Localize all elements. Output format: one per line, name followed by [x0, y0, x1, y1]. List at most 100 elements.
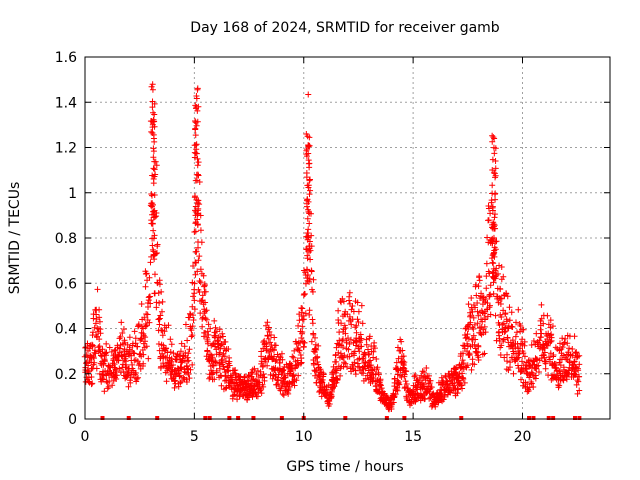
data-point: [356, 364, 363, 371]
data-point: [501, 354, 508, 361]
y-tick-label: 1.2: [55, 141, 77, 157]
data-point: [190, 293, 197, 300]
data-point: [143, 310, 150, 317]
data-point: [308, 338, 315, 345]
data-point: [272, 358, 279, 365]
data-point: [348, 321, 355, 328]
data-point: [101, 388, 108, 395]
data-point: [88, 365, 95, 372]
data-point: [320, 371, 327, 378]
data-point: [204, 336, 211, 343]
data-point: [194, 107, 201, 114]
y-tick-label: 1.6: [55, 50, 77, 66]
data-point: [192, 132, 199, 139]
data-point: [150, 227, 157, 234]
data-point: [470, 314, 477, 321]
data-point: [205, 331, 212, 338]
data-point: [196, 201, 203, 208]
data-point: [564, 340, 571, 347]
data-point: [575, 367, 582, 374]
data-point: [538, 301, 545, 308]
data-point: [158, 363, 165, 370]
data-point: [310, 330, 317, 337]
data-point: [401, 359, 408, 366]
data-point: [515, 306, 522, 313]
data-point: [117, 333, 124, 340]
zero-point-marker: [527, 416, 532, 420]
data-point: [491, 211, 498, 218]
data-point: [168, 341, 175, 348]
data-point: [343, 339, 350, 346]
data-point: [260, 383, 267, 390]
data-point: [548, 337, 555, 344]
data-point: [368, 362, 375, 369]
data-point: [523, 369, 530, 376]
data-point: [271, 334, 278, 341]
y-tick-label: 0.4: [55, 322, 77, 338]
data-point: [165, 322, 172, 329]
data-point: [221, 353, 228, 360]
data-point: [135, 374, 142, 381]
zero-point-marker: [155, 416, 160, 420]
data-point: [251, 386, 258, 393]
data-point: [482, 295, 489, 302]
data-point: [178, 364, 185, 371]
data-point: [504, 358, 511, 365]
data-point: [163, 345, 170, 352]
data-point: [363, 341, 370, 348]
data-point: [302, 280, 309, 287]
data-point: [186, 375, 193, 382]
data-point: [310, 276, 317, 283]
data-point: [209, 354, 216, 361]
data-point: [184, 369, 191, 376]
data-point: [192, 203, 199, 210]
data-point: [149, 172, 156, 179]
data-point: [427, 377, 434, 384]
data-point: [546, 356, 553, 363]
data-point: [222, 347, 229, 354]
chart-title: Day 168 of 2024, SRMTID for receiver gam…: [190, 20, 500, 36]
data-point: [304, 266, 311, 273]
data-point: [533, 365, 540, 372]
data-point: [183, 378, 190, 385]
data-point: [295, 372, 302, 379]
data-point: [201, 281, 208, 288]
data-point: [212, 332, 219, 339]
data-point: [134, 343, 141, 350]
data-point: [378, 385, 385, 392]
data-point: [305, 271, 312, 278]
data-point: [305, 226, 312, 233]
data-point: [173, 356, 180, 363]
data-point: [359, 320, 366, 327]
data-point: [160, 360, 167, 367]
data-point: [195, 244, 202, 251]
data-point: [199, 323, 206, 330]
data-point: [147, 259, 154, 266]
data-point: [365, 358, 372, 365]
data-point: [143, 322, 150, 329]
data-point: [481, 350, 488, 357]
data-point: [305, 150, 312, 157]
data-point: [464, 362, 471, 369]
data-point: [576, 361, 583, 368]
data-point: [519, 336, 526, 343]
data-point: [487, 282, 494, 289]
data-point: [512, 319, 519, 326]
data-point: [377, 376, 384, 383]
data-point: [192, 102, 199, 109]
data-point: [574, 353, 581, 360]
data-point: [309, 288, 316, 295]
data-point: [150, 165, 157, 172]
data-point: [344, 363, 351, 370]
data-point: [345, 346, 352, 353]
data-point: [109, 382, 116, 389]
data-point: [140, 360, 147, 367]
data-point: [471, 361, 478, 368]
data-point: [290, 354, 297, 361]
data-point: [298, 334, 305, 341]
data-point: [182, 321, 189, 328]
data-point: [349, 303, 356, 310]
data-point: [108, 348, 115, 355]
data-point: [270, 346, 277, 353]
data-point: [370, 354, 377, 361]
